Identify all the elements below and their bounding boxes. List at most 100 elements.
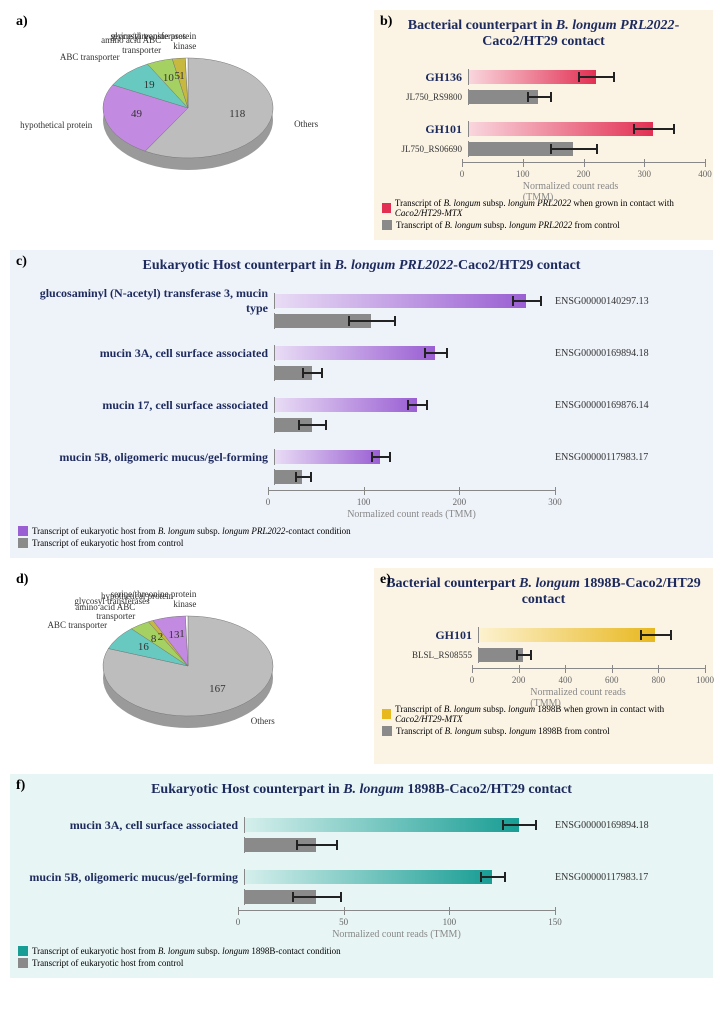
pie-slice-label: hypothetical protein — [2, 121, 92, 131]
panel-e: e) Bacterial counterpart B. longum 1898B… — [374, 568, 713, 764]
bar-id-label: ENSG00000117983.17 — [549, 872, 705, 883]
pie-slice-value: 10 — [163, 72, 174, 84]
panel-f: f) Eukaryotic Host counterpart in B. lon… — [10, 774, 713, 978]
bar-row: BLSL_RS08555 — [382, 646, 705, 664]
panel-c-label: c) — [16, 254, 27, 270]
bar-fill — [245, 870, 492, 884]
pie-slice-value: 1 — [179, 70, 185, 82]
bar-track — [274, 449, 549, 465]
bar-track — [478, 627, 699, 643]
bar-fill — [275, 294, 526, 308]
bar-id-label: ENSG00000169876.14 — [549, 400, 705, 411]
pie-slice-value: 2 — [158, 631, 164, 643]
bar-fill — [245, 818, 519, 832]
panel-f-legend: Transcript of eukaryotic host from B. lo… — [18, 946, 705, 968]
bar-label: glucosaminyl (N-acetyl) transferase 3, m… — [18, 286, 274, 316]
panel-b-chart: GH136 JL750_RS9800 GH101 JL750_RS06690 — [382, 56, 705, 192]
bar-row: GH101 — [382, 120, 705, 138]
bar-id-label: ENSG00000117983.17 — [549, 452, 705, 463]
bar-track — [274, 469, 549, 485]
bar-row — [18, 836, 705, 854]
pie-chart-d: Others167ABC transporter16amino acid ABC… — [18, 576, 358, 756]
panel-f-title: Eukaryotic Host counterpart in B. longum… — [18, 782, 705, 798]
panel-b-label: b) — [380, 14, 392, 30]
bar-label: mucin 17, cell surface associated — [18, 398, 274, 413]
bar-fill — [469, 70, 596, 84]
bar-id-label: ENSG00000140297.13 — [549, 296, 705, 307]
panel-e-chart: GH101 BLSL_RS08555 02004006008001000Norm… — [382, 614, 705, 698]
bar-fill — [469, 122, 653, 136]
bar-track — [468, 121, 699, 137]
bar-row: GH101 — [382, 626, 705, 644]
pie-slice-label: Others — [251, 717, 341, 727]
bar-track — [274, 293, 549, 309]
bar-track — [244, 889, 549, 905]
panel-e-title: Bacterial counterpart B. longum 1898B-Ca… — [382, 576, 705, 608]
bar-label: mucin 3A, cell surface associated — [18, 346, 274, 361]
bar-fill — [479, 628, 655, 642]
bar-id-label: ENSG00000169894.18 — [549, 820, 705, 831]
pie-slice-value: 8 — [151, 633, 157, 645]
bar-track — [468, 141, 699, 157]
panel-a: a) Others118hypothetical protein49ABC tr… — [10, 10, 366, 240]
bar-track — [478, 647, 699, 663]
bar-label: GH136 — [382, 70, 468, 85]
bar-track — [274, 365, 549, 381]
panel-c: c) Eukaryotic Host counterpart in B. lon… — [10, 250, 713, 558]
pie-slice-label: serine/threonine protein kinase — [106, 32, 196, 52]
pie-slice-value: 167 — [209, 683, 226, 695]
bar-label: GH101 — [382, 628, 478, 643]
bar-label: mucin 3A, cell surface associated — [18, 818, 244, 833]
pie-slice-value: 49 — [131, 108, 142, 120]
bar-row: mucin 5B, oligomeric mucus/gel-forming E… — [18, 448, 705, 466]
bar-label: mucin 5B, oligomeric mucus/gel-forming — [18, 450, 274, 465]
panel-d: d) Others167ABC transporter16amino acid … — [10, 568, 366, 764]
pie-slice-value: 19 — [144, 79, 155, 91]
bar-row: GH136 — [382, 68, 705, 86]
panel-f-label: f) — [16, 778, 25, 794]
bar-row — [18, 468, 705, 486]
bar-track — [244, 869, 549, 885]
bar-fill — [275, 398, 417, 412]
bar-track — [468, 89, 699, 105]
panel-b: b) Bacterial counterpart in B. longum PR… — [374, 10, 713, 240]
panel-e-label: e) — [380, 572, 391, 588]
pie-slice-value: 118 — [229, 108, 245, 120]
pie-slice-value: 1 — [179, 628, 185, 640]
bar-track — [468, 69, 699, 85]
bar-row — [18, 888, 705, 906]
bar-track — [244, 817, 549, 833]
bar-label: JL750_RS06690 — [382, 144, 468, 154]
pie-chart-a: Others118hypothetical protein49ABC trans… — [18, 18, 358, 198]
panel-c-title: Eukaryotic Host counterpart in B. longum… — [18, 258, 705, 274]
bar-label: GH101 — [382, 122, 468, 137]
bar-row: JL750_RS9800 — [382, 88, 705, 106]
bar-row: glucosaminyl (N-acetyl) transferase 3, m… — [18, 292, 705, 310]
bar-label: mucin 5B, oligomeric mucus/gel-forming — [18, 870, 244, 885]
bar-row — [18, 416, 705, 434]
bar-track — [274, 313, 549, 329]
pie-slice-value: 13 — [168, 629, 179, 641]
bar-row: JL750_RS06690 — [382, 140, 705, 158]
pie-slice-label: serine/threonine protein kinase — [106, 590, 196, 610]
bar-id-label: ENSG00000169894.18 — [549, 348, 705, 359]
panel-c-chart: glucosaminyl (N-acetyl) transferase 3, m… — [18, 280, 705, 520]
pie-slice-label: Others — [294, 120, 384, 130]
bar-track — [244, 837, 549, 853]
bar-fill — [275, 346, 435, 360]
pie-slice-value: 16 — [138, 641, 149, 653]
bar-track — [274, 397, 549, 413]
bar-row: mucin 5B, oligomeric mucus/gel-forming E… — [18, 868, 705, 886]
panel-c-legend: Transcript of eukaryotic host from B. lo… — [18, 526, 705, 548]
bar-label: JL750_RS9800 — [382, 92, 468, 102]
bar-row — [18, 364, 705, 382]
bar-fill — [275, 450, 380, 464]
bar-row: mucin 3A, cell surface associated ENSG00… — [18, 816, 705, 834]
panel-b-title: Bacterial counterpart in B. longum PRL20… — [382, 18, 705, 50]
bar-track — [274, 345, 549, 361]
bar-row: mucin 17, cell surface associated ENSG00… — [18, 396, 705, 414]
bar-row: mucin 3A, cell surface associated ENSG00… — [18, 344, 705, 362]
bar-track — [274, 417, 549, 433]
panel-f-chart: mucin 3A, cell surface associated ENSG00… — [18, 804, 705, 940]
bar-label: BLSL_RS08555 — [382, 650, 478, 660]
